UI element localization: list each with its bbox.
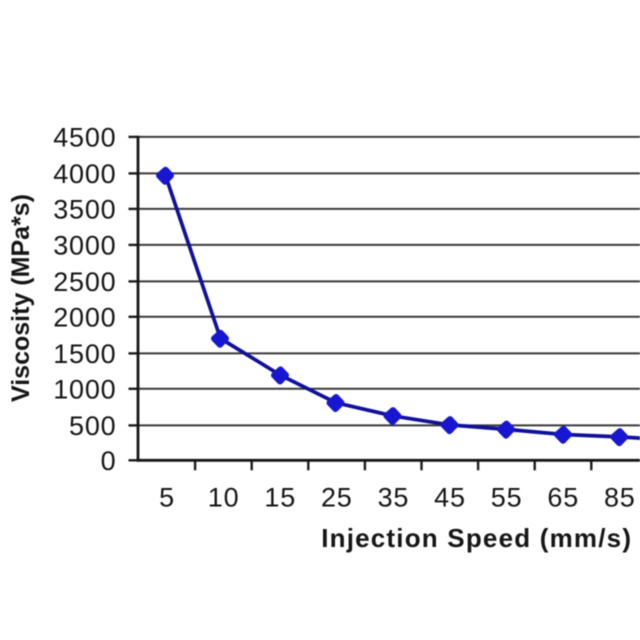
svg-text:35: 35 — [378, 483, 410, 513]
svg-text:10: 10 — [208, 483, 240, 513]
svg-text:Viscosity (MPa*s): Viscosity (MPa*s) — [7, 194, 35, 402]
svg-text:3500: 3500 — [53, 195, 116, 225]
svg-text:15: 15 — [264, 483, 296, 513]
svg-text:1000: 1000 — [53, 374, 116, 404]
svg-text:4500: 4500 — [53, 123, 116, 153]
svg-text:0: 0 — [101, 446, 117, 476]
svg-text:45: 45 — [434, 483, 466, 513]
svg-text:25: 25 — [321, 483, 353, 513]
svg-text:1500: 1500 — [53, 339, 116, 369]
svg-text:2500: 2500 — [53, 267, 116, 297]
svg-text:85: 85 — [604, 483, 636, 513]
svg-text:2000: 2000 — [53, 302, 116, 332]
svg-text:5: 5 — [159, 483, 175, 513]
svg-text:Injection Speed (mm/s): Injection Speed (mm/s) — [321, 523, 632, 553]
svg-text:55: 55 — [491, 483, 523, 513]
svg-text:3000: 3000 — [53, 231, 116, 261]
svg-text:4000: 4000 — [53, 159, 116, 189]
svg-text:65: 65 — [547, 483, 579, 513]
svg-text:500: 500 — [69, 411, 116, 441]
